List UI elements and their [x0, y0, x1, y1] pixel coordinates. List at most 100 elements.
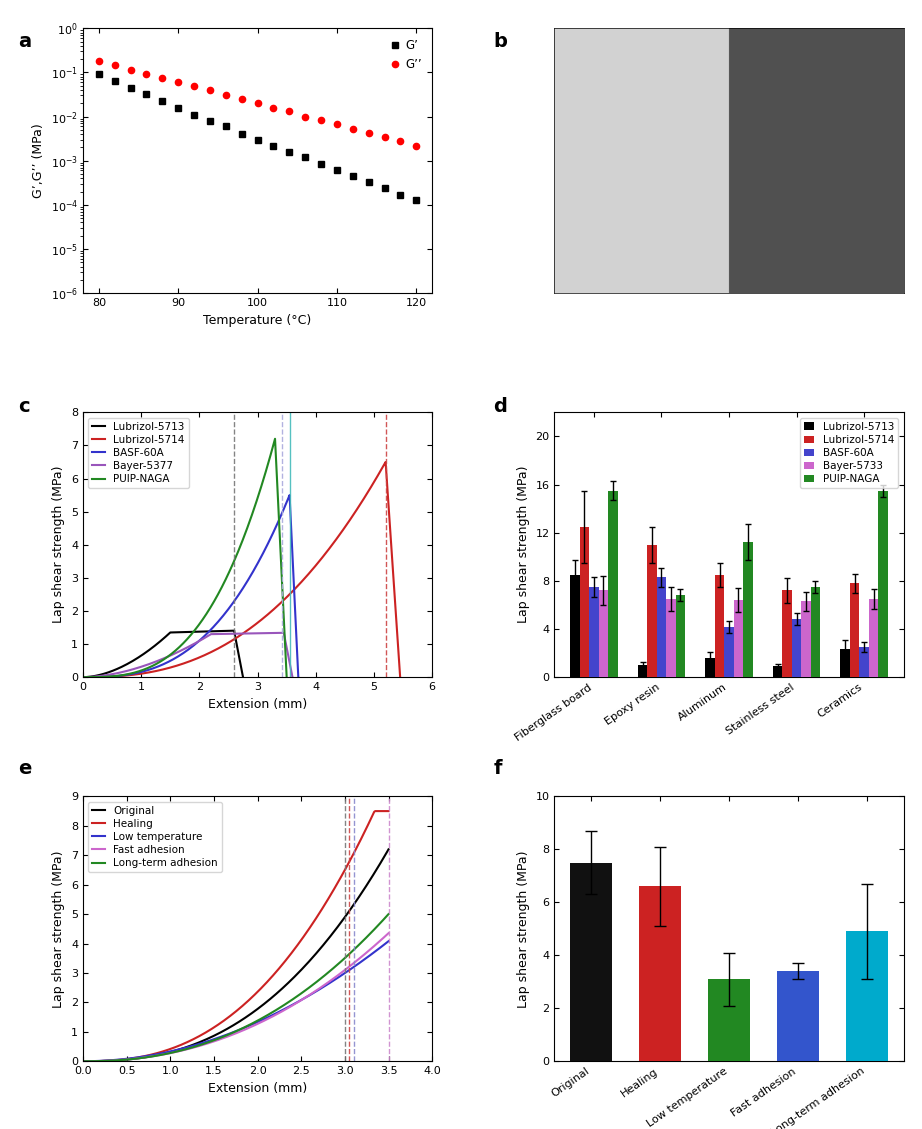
Legend: G’, G’’: G’, G’’ [386, 34, 426, 76]
Bar [792, 620, 801, 677]
BASF-60A [284, 489, 295, 502]
Original [78, 1054, 89, 1068]
Bar [667, 598, 676, 677]
PUIP-NAGA [77, 671, 89, 684]
Bar [570, 863, 611, 1061]
Bar [639, 886, 680, 1061]
Bar [841, 649, 850, 677]
G’’ [268, 100, 279, 114]
Bayer-5377 [104, 667, 115, 681]
G’ [363, 175, 374, 189]
G’’ [252, 96, 263, 110]
Bar [638, 665, 647, 677]
Lubrizol-5713 [234, 654, 245, 667]
Bayer-5377 [165, 648, 176, 662]
Y-axis label: Lap shear strength (MPa): Lap shear strength (MPa) [517, 850, 530, 1007]
G’’ [189, 80, 200, 94]
G’ [252, 133, 263, 147]
Bar [869, 598, 879, 677]
G’ [411, 193, 422, 207]
G’’ [236, 93, 247, 106]
Line: Original: Original [83, 849, 388, 1061]
BASF-60A [131, 666, 142, 680]
Line: Lubrizol-5714: Lubrizol-5714 [83, 462, 400, 677]
Lubrizol-5714 [273, 598, 284, 612]
Healing [383, 804, 394, 817]
Y-axis label: Lap shear strength (MPa): Lap shear strength (MPa) [53, 850, 65, 1007]
Healing [258, 979, 269, 992]
G’’ [205, 84, 216, 97]
Lubrizol-5714 [395, 671, 406, 684]
G’ [395, 187, 406, 201]
G’ [348, 169, 359, 183]
Bayer-5377 [285, 658, 296, 672]
PUIP-NAGA [254, 482, 266, 496]
G’’ [172, 76, 183, 89]
Line: Healing: Healing [83, 811, 388, 1061]
Low temperature [354, 956, 365, 970]
Original [258, 997, 269, 1010]
Bar [810, 587, 821, 677]
G’’ [348, 122, 359, 135]
G’ [284, 145, 295, 158]
Long-term adhesion [259, 1009, 270, 1023]
Bayer-5377 [125, 663, 136, 676]
Bayer-5377 [81, 671, 92, 684]
Text: f: f [493, 759, 502, 778]
Line: G’: G’ [96, 71, 420, 203]
Lubrizol-5713 [238, 671, 249, 684]
G’ [125, 81, 136, 95]
Lubrizol-5714 [321, 545, 332, 559]
BASF-60A [77, 671, 89, 684]
Line: G’’: G’’ [96, 58, 420, 149]
Y-axis label: Lap shear strength (MPa): Lap shear strength (MPa) [517, 466, 530, 623]
Legend: Lubrizol-5713, Lubrizol-5714, BASF-60A, Bayer-5377, PUIP-NAGA: Lubrizol-5713, Lubrizol-5714, BASF-60A, … [89, 418, 189, 489]
Line: Low temperature: Low temperature [83, 942, 388, 1061]
Lubrizol-5714 [329, 535, 340, 549]
PUIP-NAGA [111, 669, 122, 683]
G’ [220, 120, 231, 133]
G’’ [331, 117, 342, 131]
BASF-60A [154, 659, 165, 673]
Bar [801, 602, 810, 677]
G’’ [220, 88, 231, 102]
Bar [705, 658, 715, 677]
Lubrizol-5713 [190, 625, 201, 639]
Low temperature [258, 1013, 269, 1026]
Bar [734, 601, 743, 677]
G’ [93, 68, 104, 81]
Bar [647, 545, 656, 677]
PUIP-NAGA [200, 609, 211, 622]
G’ [172, 100, 183, 114]
Original [335, 917, 346, 930]
Long-term adhesion [78, 1054, 89, 1068]
Line: Bayer-5377: Bayer-5377 [83, 633, 292, 677]
BASF-60A [293, 671, 304, 684]
Line: PUIP-NAGA: PUIP-NAGA [83, 439, 287, 677]
Bar [609, 491, 618, 677]
Long-term adhesion [258, 1010, 269, 1024]
Fast adhesion [383, 927, 394, 940]
BASF-60A [219, 606, 230, 620]
PUIP-NAGA [181, 633, 192, 647]
Original [77, 1054, 89, 1068]
PUIP-NAGA [281, 671, 292, 684]
Y-axis label: Lap shear strength (MPa): Lap shear strength (MPa) [53, 466, 65, 623]
G’ [331, 163, 342, 176]
G’’ [315, 114, 326, 128]
X-axis label: Extension (mm): Extension (mm) [208, 698, 307, 710]
Long-term adhesion [383, 908, 394, 921]
G’ [236, 128, 247, 141]
G’ [141, 87, 152, 100]
Bar [598, 590, 609, 677]
Bar [708, 979, 750, 1061]
Text: b: b [493, 32, 507, 51]
G’ [189, 108, 200, 122]
G’ [109, 73, 120, 87]
Fast adhesion [354, 952, 365, 965]
G’ [379, 182, 390, 195]
Bar [850, 584, 859, 677]
G’’ [411, 139, 422, 152]
Original [354, 889, 365, 902]
Lubrizol-5713 [77, 671, 89, 684]
